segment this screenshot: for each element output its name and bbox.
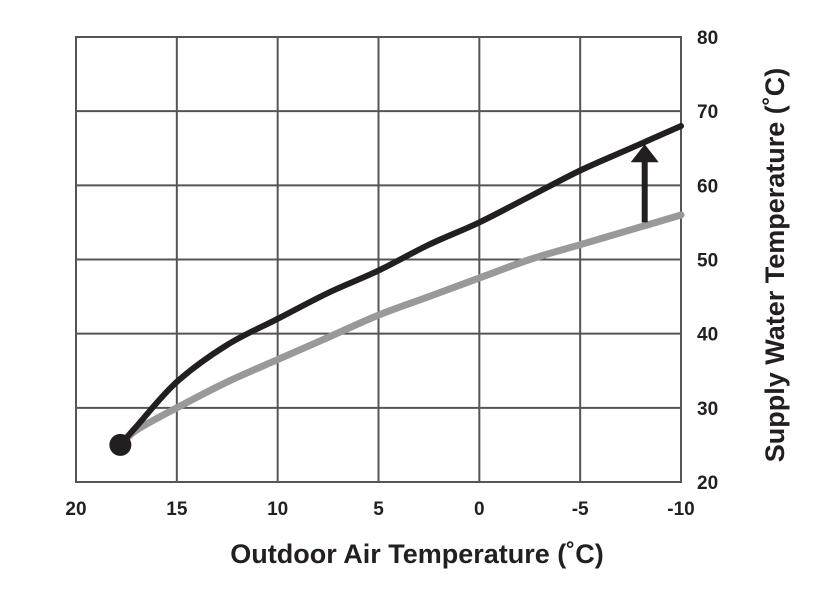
plot-frame [75, 36, 682, 483]
grid [75, 36, 682, 483]
x-tick-label: 20 [65, 499, 86, 520]
y-tick-label: 80 [697, 28, 718, 49]
x-tick-label: 0 [474, 499, 485, 520]
x-tick-label: 15 [166, 499, 188, 520]
y-tick-label: 40 [697, 325, 718, 346]
curve-lower [116, 211, 685, 449]
y-axis-title: Supply Water Temperature (˚C) [760, 68, 790, 463]
y-tick-label: 30 [697, 399, 718, 420]
x-tick-label: -10 [667, 499, 694, 520]
x-tick-label: 5 [373, 499, 384, 520]
series-layer [109, 123, 685, 456]
y-tick-label: 70 [697, 102, 718, 123]
start-point-marker [109, 433, 132, 456]
y-tick-labels: 80 70 60 50 40 30 20 [697, 28, 718, 494]
y-tick-label: 50 [697, 251, 718, 272]
x-axis-title: Outdoor Air Temperature (˚C) [230, 539, 604, 569]
y-tick-label: 60 [697, 176, 718, 197]
x-tick-labels: 20 15 10 5 0 -5 -10 [65, 499, 694, 520]
curve-upper [117, 123, 684, 448]
y-tick-label: 20 [697, 473, 718, 494]
x-tick-label: 10 [267, 499, 288, 520]
arrow-head [630, 144, 659, 163]
x-tick-label: -5 [572, 499, 589, 520]
